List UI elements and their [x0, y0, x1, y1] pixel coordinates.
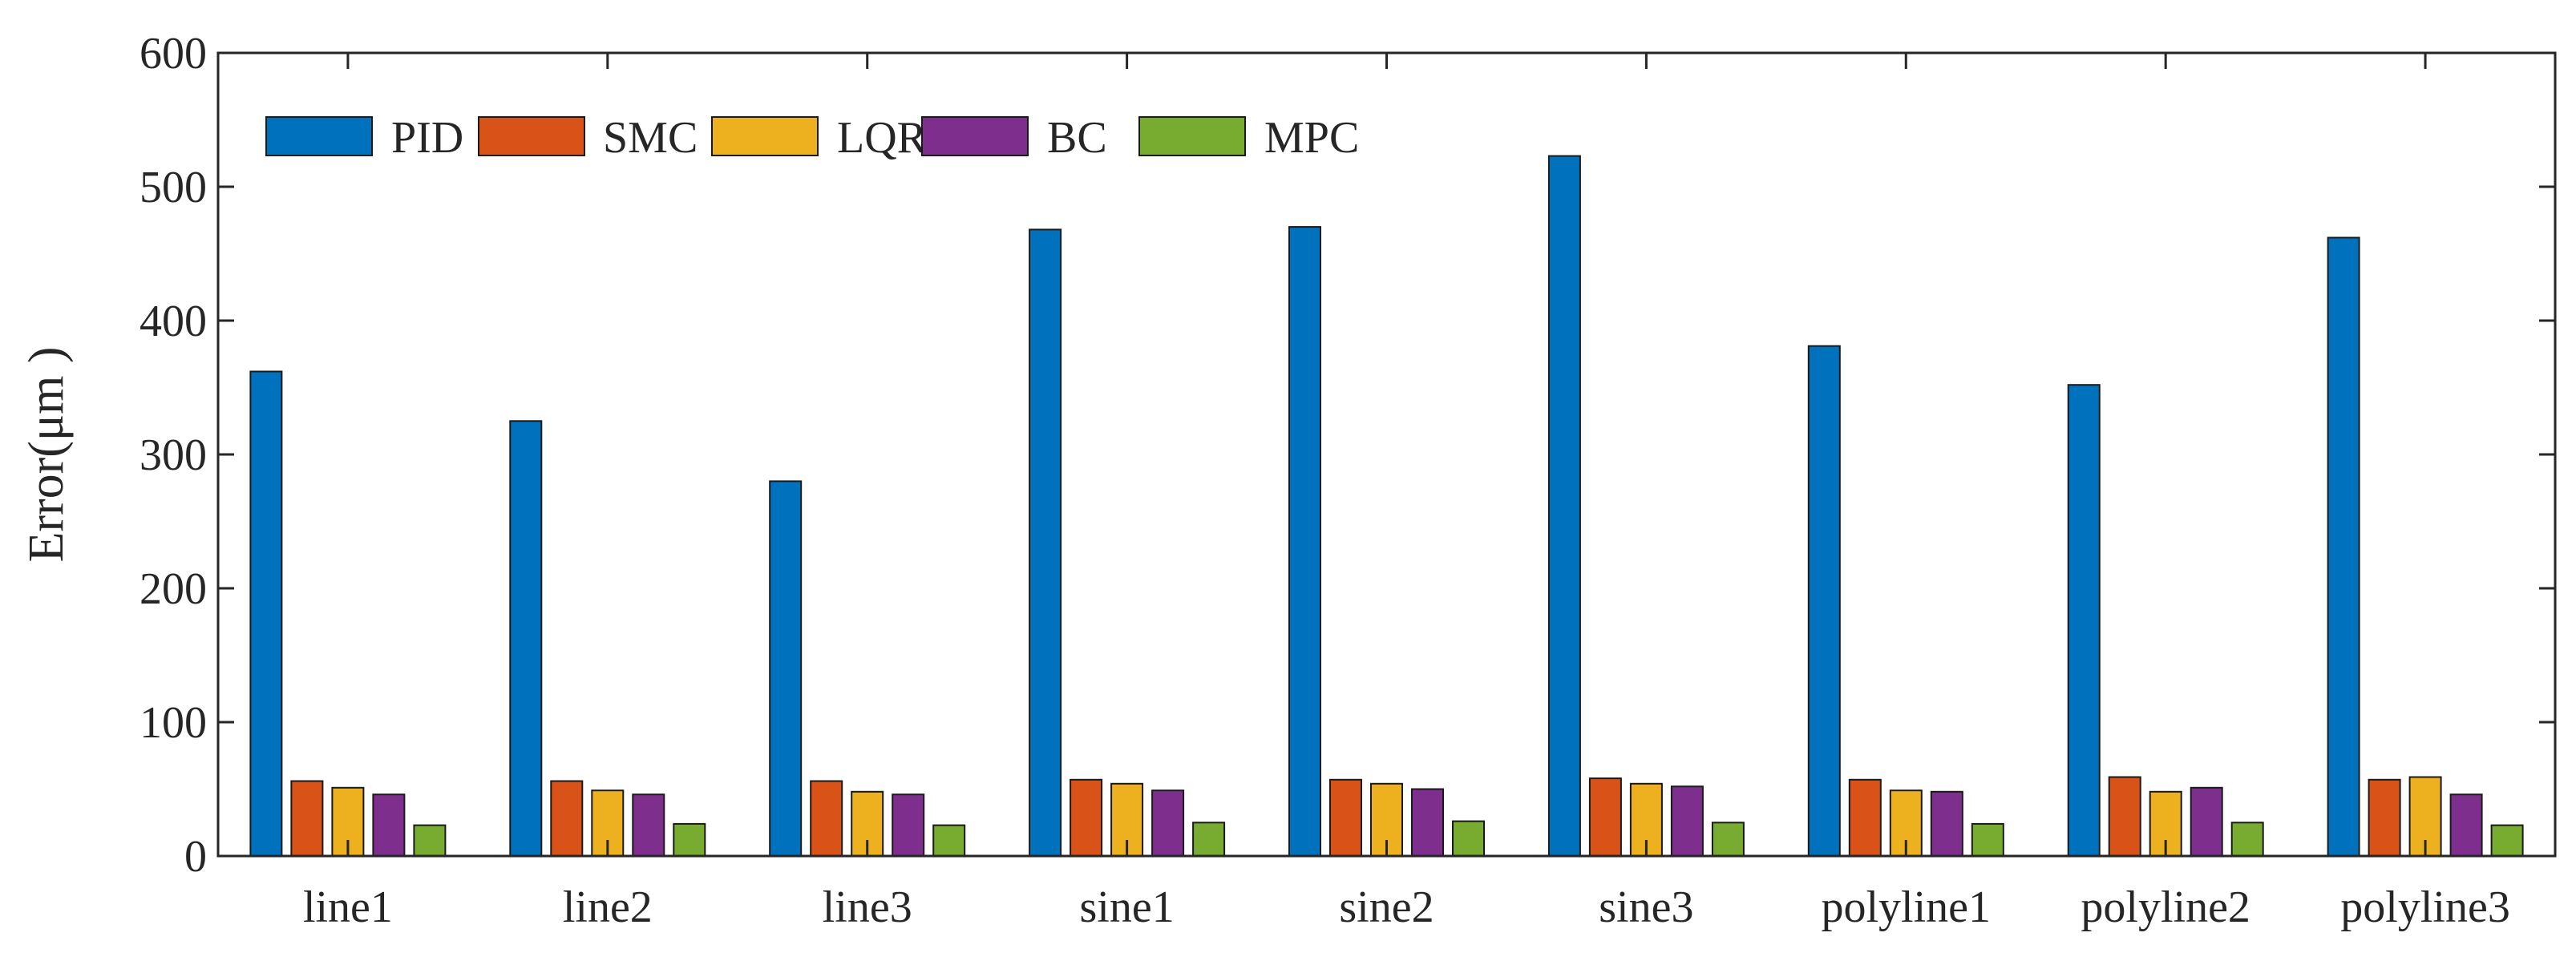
bar-line1-pid: [249, 370, 283, 857]
bars-group: [249, 155, 2524, 858]
y-tick-label-500: 500: [140, 163, 207, 212]
bar-line2-smc: [550, 780, 584, 857]
x-tick-label-polyline1: polyline1: [1822, 882, 1992, 932]
y-tick-label-400: 400: [140, 297, 207, 346]
bar-polyline3-pid: [2327, 236, 2360, 857]
bar-polyline2-mpc: [2230, 822, 2264, 858]
bar-line2-bc: [632, 793, 665, 858]
legend-swatch-mpc: [1138, 116, 1246, 156]
bar-polyline1-pid: [1807, 345, 1841, 857]
x-tick-label-sine3: sine3: [1599, 882, 1693, 932]
y-tick-label-200: 200: [140, 564, 207, 614]
legend-label-smc: SMC: [603, 113, 698, 163]
bar-sine2-smc: [1329, 778, 1362, 857]
x-tick-label-line3: line3: [823, 882, 912, 932]
bar-sine2-bc: [1411, 788, 1444, 857]
bar-line3-bc: [892, 793, 925, 858]
legend-label-pid: PID: [391, 113, 463, 163]
x-tick-label-line2: line2: [563, 882, 653, 932]
axis-ticks: [218, 51, 2555, 858]
y-tick-label-100: 100: [140, 698, 207, 748]
legend-swatch-bc: [921, 116, 1029, 156]
x-tick-label-line1: line1: [303, 882, 393, 932]
bar-sine3-mpc: [1711, 822, 1745, 858]
bar-polyline3-smc: [2368, 778, 2401, 857]
bar-line2-mpc: [673, 822, 706, 858]
bar-line1-smc: [290, 780, 324, 857]
bar-polyline2-smc: [2108, 776, 2141, 857]
y-tick-labels: 0 100 200 300 400 500 600: [140, 29, 207, 882]
bar-polyline2-pid: [2067, 384, 2101, 857]
bar-polyline3-bc: [2449, 793, 2483, 858]
legend-label-bc: BC: [1047, 113, 1107, 163]
bar-line3-smc: [810, 780, 843, 857]
bar-sine1-smc: [1070, 778, 1103, 857]
bar-line3-mpc: [932, 824, 966, 857]
legend-label-lqr: LQR: [837, 113, 928, 163]
y-tick-label-0: 0: [184, 832, 207, 882]
legend-label-mpc: MPC: [1264, 113, 1359, 163]
x-tick-labels: line1 line2 line3 sine1 sine2 sine3 polyline1 p…: [303, 882, 2510, 932]
bar-sine1-bc: [1151, 789, 1185, 858]
bar-sine1-pid: [1029, 228, 1062, 857]
x-tick-label-sine2: sine2: [1339, 882, 1434, 932]
bar-polyline1-bc: [1930, 790, 1963, 857]
legend-swatch-pid: [265, 116, 373, 156]
bar-line1-bc: [372, 793, 406, 858]
bar-line2-pid: [509, 420, 543, 858]
bar-sine3-smc: [1588, 777, 1622, 857]
bar-line1-mpc: [413, 824, 447, 857]
x-tick-label-polyline2: polyline2: [2081, 882, 2250, 932]
bar-polyline3-mpc: [2490, 824, 2524, 857]
bar-polyline1-smc: [1848, 778, 1882, 857]
bar-sine3-bc: [1670, 785, 1704, 858]
x-tick-label-sine1: sine1: [1080, 882, 1175, 932]
y-axis-label: Error(μm ): [19, 346, 74, 562]
bar-polyline1-mpc: [1971, 822, 2004, 858]
bar-polyline2-bc: [2190, 786, 2223, 857]
legend: PID SMC LQR BC MPC: [265, 113, 1359, 163]
legend-swatch-smc: [478, 116, 585, 156]
bar-sine3-pid: [1547, 155, 1581, 858]
bar-sine2-pid: [1288, 226, 1321, 858]
bar-sine2-mpc: [1452, 820, 1485, 857]
legend-swatch-lqr: [711, 116, 819, 156]
bar-line3-pid: [769, 480, 803, 858]
bar-sine1-mpc: [1192, 822, 1226, 858]
y-tick-label-300: 300: [140, 430, 207, 480]
x-tick-label-polyline3: polyline3: [2340, 882, 2510, 932]
y-tick-label-600: 600: [140, 29, 207, 79]
